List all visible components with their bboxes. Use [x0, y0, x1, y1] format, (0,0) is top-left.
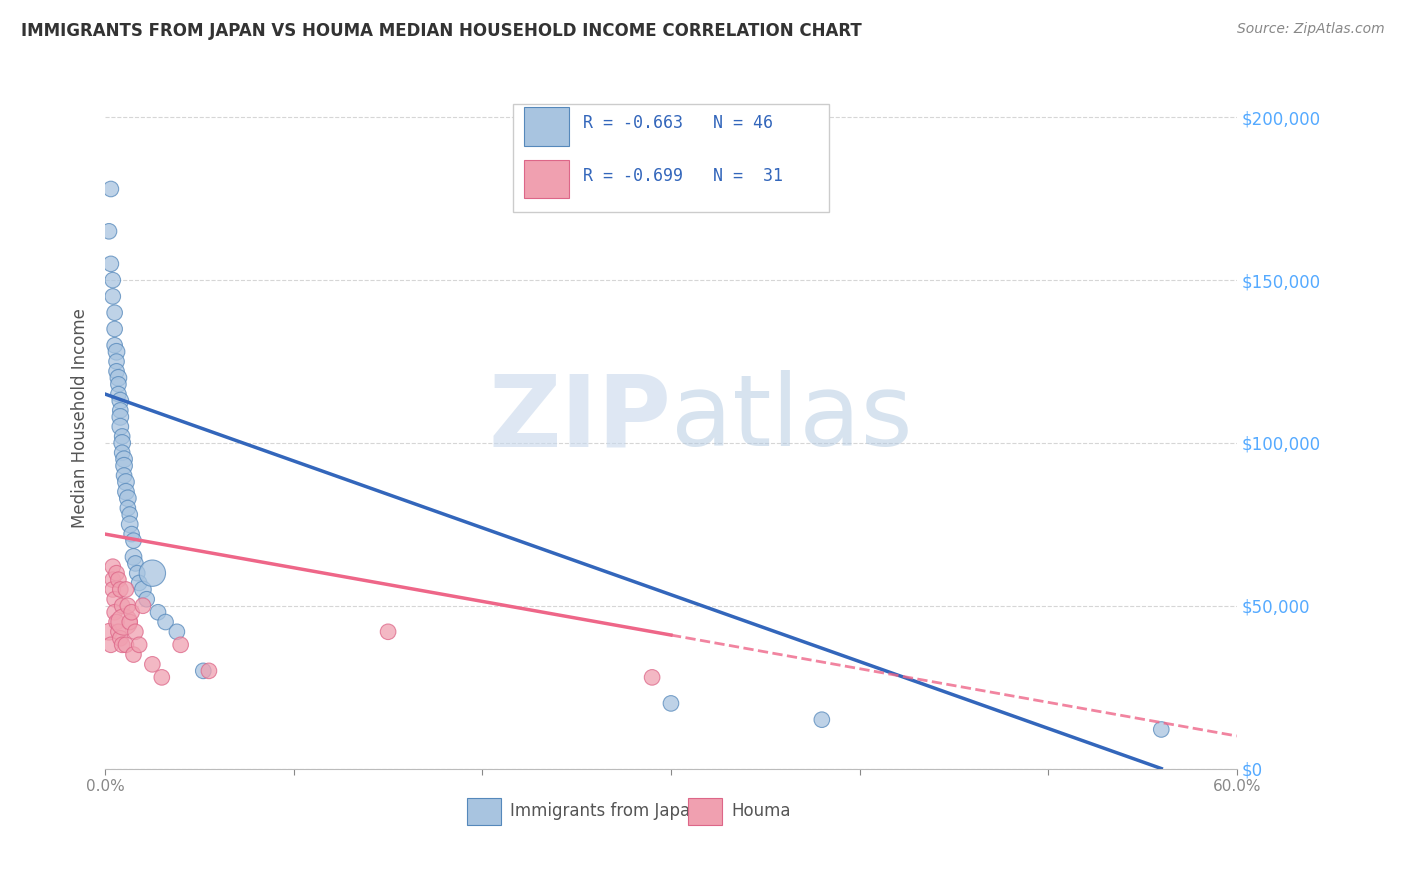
- Point: [115, 582, 138, 597]
- Point: [105, 344, 128, 359]
- Text: atlas: atlas: [671, 370, 912, 467]
- Point: [115, 484, 138, 499]
- Point: [128, 638, 150, 652]
- Point: [127, 566, 149, 581]
- Point: [141, 566, 163, 581]
- Point: [110, 409, 132, 424]
- Point: [118, 517, 141, 532]
- Point: [104, 322, 127, 336]
- Point: [105, 566, 128, 581]
- Point: [122, 533, 145, 548]
- Point: [121, 605, 143, 619]
- Point: [659, 697, 682, 711]
- Point: [110, 632, 132, 646]
- Point: [110, 582, 132, 597]
- Point: [107, 371, 129, 385]
- Point: [101, 582, 124, 597]
- Point: [100, 638, 122, 652]
- Point: [132, 582, 155, 597]
- Point: [107, 387, 129, 401]
- Point: [112, 452, 135, 467]
- Point: [112, 615, 135, 629]
- Y-axis label: Median Household Income: Median Household Income: [72, 309, 89, 528]
- Point: [135, 592, 157, 607]
- Point: [117, 491, 139, 506]
- FancyBboxPatch shape: [688, 798, 721, 824]
- Point: [101, 573, 124, 587]
- Point: [112, 458, 135, 473]
- Point: [117, 501, 139, 516]
- Point: [101, 559, 124, 574]
- Point: [118, 508, 141, 522]
- Point: [115, 638, 138, 652]
- Point: [110, 403, 132, 417]
- Point: [111, 429, 134, 443]
- Point: [107, 624, 129, 639]
- Point: [98, 624, 121, 639]
- Point: [107, 377, 129, 392]
- Point: [104, 306, 127, 320]
- Point: [124, 557, 146, 571]
- Point: [121, 527, 143, 541]
- Point: [198, 664, 221, 678]
- Point: [101, 289, 124, 303]
- Point: [124, 624, 146, 639]
- Point: [105, 615, 128, 629]
- Point: [107, 573, 129, 587]
- Point: [104, 605, 127, 619]
- Point: [101, 273, 124, 287]
- Text: R = -0.699   N =  31: R = -0.699 N = 31: [582, 167, 783, 185]
- Point: [104, 338, 127, 352]
- Text: IMMIGRANTS FROM JAPAN VS HOUMA MEDIAN HOUSEHOLD INCOME CORRELATION CHART: IMMIGRANTS FROM JAPAN VS HOUMA MEDIAN HO…: [21, 22, 862, 40]
- Point: [166, 624, 188, 639]
- Text: R = -0.663   N = 46: R = -0.663 N = 46: [582, 114, 773, 132]
- Point: [122, 648, 145, 662]
- FancyBboxPatch shape: [467, 798, 501, 824]
- Point: [811, 713, 834, 727]
- Text: Source: ZipAtlas.com: Source: ZipAtlas.com: [1237, 22, 1385, 37]
- Point: [155, 615, 177, 629]
- Point: [112, 468, 135, 483]
- Point: [193, 664, 215, 678]
- FancyBboxPatch shape: [513, 103, 830, 212]
- Text: Houma: Houma: [731, 802, 790, 820]
- Point: [105, 364, 128, 378]
- FancyBboxPatch shape: [524, 107, 569, 145]
- Point: [132, 599, 155, 613]
- Text: ZIP: ZIP: [488, 370, 671, 467]
- Point: [641, 670, 664, 684]
- Point: [105, 354, 128, 368]
- Point: [377, 624, 399, 639]
- Point: [150, 670, 173, 684]
- Text: Immigrants from Japan: Immigrants from Japan: [510, 802, 702, 820]
- Point: [100, 182, 122, 196]
- Point: [169, 638, 191, 652]
- FancyBboxPatch shape: [524, 160, 569, 198]
- Point: [111, 599, 134, 613]
- Point: [111, 436, 134, 450]
- Point: [141, 657, 163, 672]
- Point: [115, 475, 138, 489]
- Point: [100, 257, 122, 271]
- Point: [117, 599, 139, 613]
- Point: [122, 549, 145, 564]
- Point: [1150, 723, 1173, 737]
- Point: [128, 576, 150, 591]
- Point: [146, 605, 169, 619]
- Point: [110, 419, 132, 434]
- Point: [98, 224, 121, 238]
- Point: [111, 638, 134, 652]
- Point: [110, 393, 132, 408]
- Point: [104, 592, 127, 607]
- Point: [111, 446, 134, 460]
- Point: [118, 615, 141, 629]
